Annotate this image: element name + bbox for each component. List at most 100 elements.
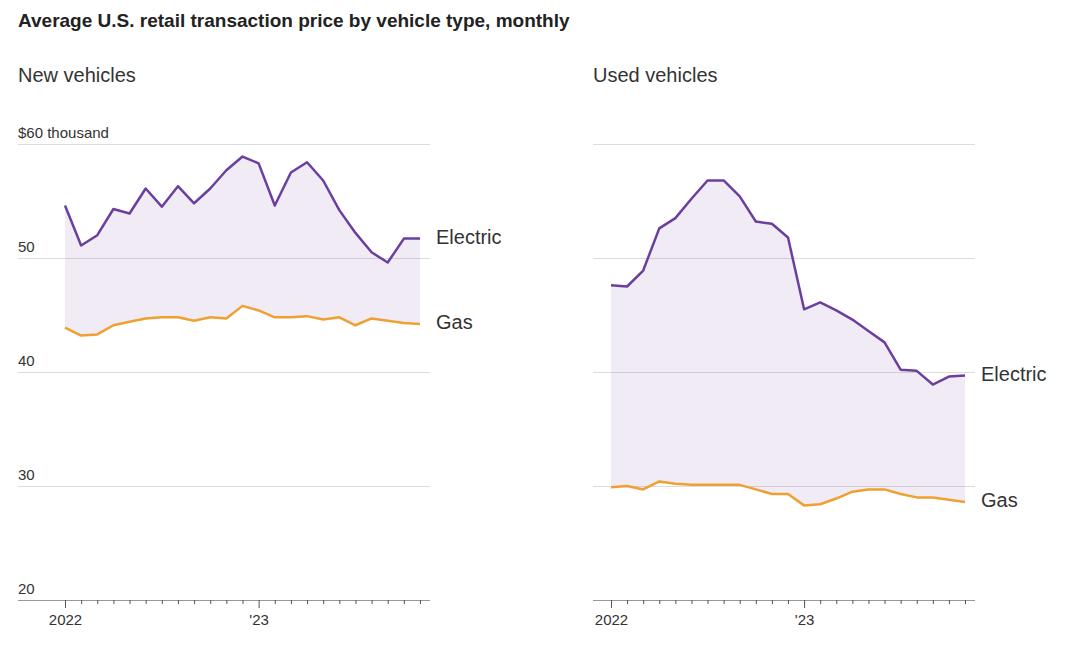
y-tick bbox=[593, 144, 975, 145]
x-tick bbox=[210, 600, 211, 604]
x-tick bbox=[820, 600, 821, 604]
x-tick bbox=[724, 600, 725, 604]
series-label: Gas bbox=[981, 489, 1018, 511]
x-tick bbox=[675, 600, 676, 604]
x-tick-label: '23 bbox=[795, 611, 815, 628]
x-tick bbox=[372, 600, 373, 604]
x-tick bbox=[97, 600, 98, 604]
x-tick: '23 bbox=[795, 600, 815, 628]
x-tick-mark bbox=[868, 600, 869, 604]
x-tick-mark bbox=[724, 600, 725, 604]
x-tick bbox=[178, 600, 179, 604]
x-tick-mark bbox=[820, 600, 821, 604]
y-tick-label: 50 bbox=[18, 238, 35, 255]
grid-line bbox=[593, 144, 975, 145]
x-tick-mark bbox=[291, 600, 292, 604]
x-tick bbox=[933, 600, 934, 604]
y-tick-label: $60 thousand bbox=[18, 124, 109, 141]
chart-svg: Average U.S. retail transaction price by… bbox=[0, 0, 1071, 646]
x-tick-mark bbox=[901, 600, 902, 604]
series-line bbox=[611, 180, 965, 384]
x-tick-mark bbox=[611, 600, 612, 608]
x-tick bbox=[323, 600, 324, 604]
gap-area bbox=[65, 157, 420, 336]
x-tick bbox=[113, 600, 114, 604]
x-tick-mark bbox=[323, 600, 324, 604]
x-tick bbox=[691, 600, 692, 604]
x-tick-mark bbox=[339, 600, 340, 604]
x-tick bbox=[146, 600, 147, 604]
x-tick-mark bbox=[675, 600, 676, 604]
x-tick bbox=[708, 600, 709, 604]
y-tick: $60 thousand bbox=[18, 124, 430, 145]
x-tick-mark bbox=[97, 600, 98, 604]
series-line bbox=[65, 306, 420, 336]
x-tick-mark bbox=[275, 600, 276, 604]
grid-line bbox=[18, 372, 430, 373]
x-axis: 2022 '23 bbox=[595, 600, 966, 628]
y-tick-label: 40 bbox=[18, 352, 35, 369]
x-tick bbox=[627, 600, 628, 604]
series-label: Electric bbox=[436, 226, 502, 248]
x-tick-mark bbox=[162, 600, 163, 604]
x-tick-mark bbox=[949, 600, 950, 604]
plot-area bbox=[611, 180, 965, 505]
x-tick bbox=[772, 600, 773, 604]
x-tick-mark bbox=[788, 600, 789, 604]
series-line bbox=[611, 481, 965, 505]
x-tick-mark bbox=[194, 600, 195, 604]
x-tick bbox=[917, 600, 918, 604]
x-tick bbox=[756, 600, 757, 604]
series-line bbox=[65, 157, 420, 263]
x-tick-mark bbox=[243, 600, 244, 604]
x-tick bbox=[355, 600, 356, 604]
y-tick: 30 bbox=[18, 466, 430, 487]
x-tick bbox=[130, 600, 131, 604]
x-tick bbox=[885, 600, 886, 604]
x-tick-label: 2022 bbox=[595, 611, 628, 628]
x-tick bbox=[420, 600, 421, 604]
x-tick-mark bbox=[210, 600, 211, 604]
x-tick-mark bbox=[388, 600, 389, 604]
x-tick-mark bbox=[178, 600, 179, 604]
x-tick-mark bbox=[65, 600, 66, 608]
x-tick bbox=[243, 600, 244, 604]
x-tick-mark bbox=[756, 600, 757, 604]
x-tick-mark bbox=[836, 600, 837, 604]
x-tick bbox=[868, 600, 869, 604]
y-axis: 20304050$60 thousand bbox=[18, 124, 430, 601]
x-axis: 2022 '23 bbox=[49, 600, 421, 628]
x-tick-mark bbox=[643, 600, 644, 604]
x-tick bbox=[275, 600, 276, 604]
x-tick-mark bbox=[659, 600, 660, 604]
x-tick-mark bbox=[372, 600, 373, 604]
x-tick-label: 2022 bbox=[49, 611, 82, 628]
x-tick bbox=[965, 600, 966, 604]
x-tick bbox=[659, 600, 660, 604]
x-tick-mark bbox=[772, 600, 773, 604]
x-tick bbox=[194, 600, 195, 604]
x-tick-mark bbox=[691, 600, 692, 604]
x-tick bbox=[339, 600, 340, 604]
x-tick-mark bbox=[965, 600, 966, 604]
x-tick-mark bbox=[81, 600, 82, 604]
panel: Used vehicles2022'23ElectricGas bbox=[593, 64, 1047, 627]
x-tick-mark bbox=[355, 600, 356, 604]
x-tick-mark bbox=[740, 600, 741, 604]
x-tick bbox=[404, 600, 405, 604]
y-axis bbox=[593, 145, 975, 601]
x-tick bbox=[788, 600, 789, 604]
gap-area bbox=[611, 180, 965, 505]
x-tick bbox=[836, 600, 837, 604]
x-tick-mark bbox=[804, 600, 805, 608]
x-tick bbox=[226, 600, 227, 604]
x-tick bbox=[740, 600, 741, 604]
x-tick: 2022 bbox=[595, 600, 628, 628]
grid-line bbox=[18, 486, 430, 487]
series-label: Electric bbox=[981, 363, 1047, 385]
series-label: Gas bbox=[436, 311, 473, 333]
x-tick bbox=[852, 600, 853, 604]
x-tick: '23 bbox=[249, 600, 269, 628]
x-tick bbox=[162, 600, 163, 604]
x-tick bbox=[388, 600, 389, 604]
